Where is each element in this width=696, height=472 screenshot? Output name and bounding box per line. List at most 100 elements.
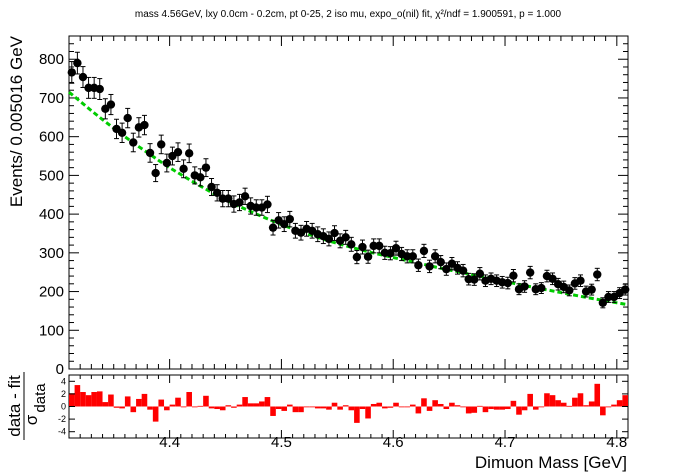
residual-bar: [158, 399, 165, 407]
data-marker: [352, 252, 362, 262]
data-point: [375, 238, 384, 254]
data-point: [324, 231, 334, 247]
data-point: [212, 184, 222, 202]
y-tick-label: 600: [39, 129, 64, 146]
data-point: [179, 159, 188, 179]
data-marker: [140, 120, 149, 130]
residual-bar: [287, 404, 293, 407]
residual-bar: [292, 406, 299, 413]
data-point: [157, 134, 166, 155]
x-tick-label: 4.6: [383, 434, 404, 451]
residual-bar: [231, 406, 237, 408]
data-point: [129, 132, 138, 153]
y-tick-label: 800: [39, 51, 64, 68]
data-marker: [375, 241, 384, 251]
data-point: [414, 258, 423, 272]
data-marker: [576, 276, 585, 285]
data-marker: [95, 84, 104, 94]
residual-bar: [594, 383, 601, 407]
residual-bar: [616, 400, 623, 407]
residual-bar: [560, 402, 567, 407]
data-point: [576, 274, 585, 288]
data-point: [280, 216, 289, 233]
residual-bar: [197, 405, 204, 407]
data-point: [386, 246, 395, 261]
residual-bar: [505, 406, 511, 410]
data-point: [470, 273, 479, 286]
data-marker: [330, 228, 339, 238]
data-marker: [268, 223, 278, 232]
data-marker: [419, 246, 429, 256]
residual-bar: [549, 395, 556, 407]
data-point: [475, 267, 485, 281]
data-point: [341, 229, 350, 245]
data-point: [95, 78, 104, 101]
data-point: [263, 195, 272, 214]
residual-bar: [298, 406, 304, 413]
residual-bar: [102, 402, 109, 407]
data-marker: [78, 72, 88, 82]
residual-bar: [152, 406, 159, 422]
residual-bar: [493, 406, 500, 410]
data-point: [123, 107, 132, 129]
residual-bar: [74, 385, 81, 407]
data-point: [207, 177, 216, 197]
data-marker: [363, 252, 373, 261]
residual-bar: [488, 406, 494, 410]
ratio-y-tick-label: 2: [61, 389, 66, 399]
data-marker: [162, 158, 172, 168]
data-point: [509, 268, 518, 283]
residual-bar: [398, 406, 405, 408]
data-marker: [173, 147, 183, 157]
residual-bar: [275, 406, 282, 410]
data-point: [363, 249, 373, 264]
residual-bar: [382, 406, 388, 409]
data-marker: [280, 219, 289, 229]
chart-title: mass 4.56GeV, lxy 0.0cm - 0.2cm, pt 0-25…: [135, 9, 562, 20]
data-point: [492, 274, 501, 288]
data-marker: [621, 285, 630, 294]
residual-bar: [471, 406, 478, 413]
residual-bar: [555, 400, 561, 407]
data-marker: [117, 128, 127, 138]
residual-bar: [454, 405, 461, 407]
residual-bar: [191, 406, 198, 408]
ratio-y-axis-title: data - fit σ data: [5, 372, 49, 440]
data-marker: [458, 266, 468, 275]
data-point: [78, 66, 88, 88]
residual-bar: [180, 406, 187, 408]
residual-bar: [566, 405, 573, 407]
residual-bar: [415, 406, 422, 414]
x-axis-title: Dimuon Mass [GeV]: [475, 453, 627, 472]
residual-bar: [164, 406, 170, 411]
ratio-plot: -4 -2 0 2 4 4.4 4.5 4.6 4.7 4.8 data - fit σ dat…: [5, 372, 629, 472]
data-point: [117, 122, 127, 143]
data-point: [347, 236, 356, 252]
residual-bar: [510, 400, 517, 407]
residual-bar: [119, 406, 125, 409]
residual-bar: [365, 406, 371, 419]
residual-bar: [583, 405, 589, 407]
residual-bar: [477, 405, 483, 407]
data-marker: [358, 242, 367, 252]
data-point: [240, 187, 250, 205]
residual-bar: [577, 393, 584, 407]
data-point: [201, 158, 211, 178]
residual-bar: [449, 402, 455, 407]
data-point: [391, 240, 401, 256]
residual-bar: [572, 397, 578, 407]
main-plot: 0 100 200 300 400 500 600 700 800 Events/ 0.0050…: [7, 35, 630, 378]
residual-bar: [169, 404, 176, 407]
data-point: [268, 219, 278, 236]
residual-bar: [136, 398, 142, 407]
residual-bar: [342, 405, 349, 407]
residual-bar: [225, 405, 232, 407]
data-point: [89, 76, 99, 99]
data-point: [587, 283, 596, 296]
data-point: [537, 282, 546, 294]
data-marker: [425, 262, 434, 271]
residual-bar: [370, 403, 377, 407]
data-point: [593, 267, 602, 282]
y-tick-label: 0: [56, 361, 64, 378]
data-marker: [106, 100, 116, 109]
